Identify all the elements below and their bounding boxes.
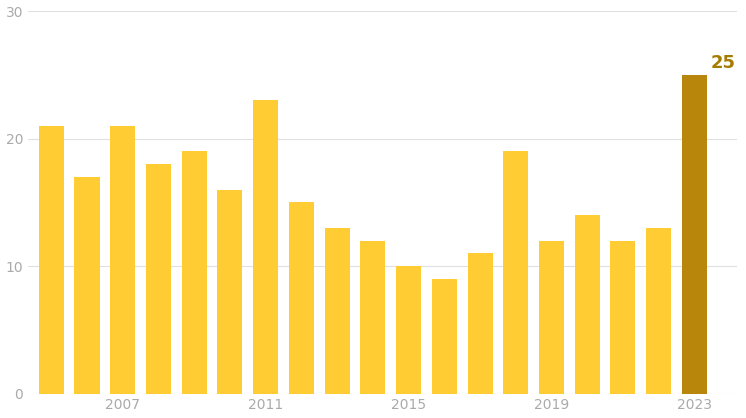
Bar: [289, 202, 314, 394]
Bar: [253, 100, 278, 394]
Bar: [539, 241, 564, 394]
Bar: [75, 177, 99, 394]
Bar: [504, 151, 528, 394]
Bar: [432, 279, 457, 394]
Bar: [146, 164, 171, 394]
Bar: [396, 266, 421, 394]
Bar: [110, 126, 135, 394]
Bar: [217, 190, 242, 394]
Bar: [682, 75, 707, 394]
Bar: [360, 241, 386, 394]
Bar: [574, 215, 600, 394]
Bar: [610, 241, 636, 394]
Bar: [646, 228, 671, 394]
Bar: [468, 253, 492, 394]
Text: 25: 25: [710, 54, 736, 72]
Bar: [325, 228, 350, 394]
Bar: [182, 151, 207, 394]
Bar: [39, 126, 63, 394]
